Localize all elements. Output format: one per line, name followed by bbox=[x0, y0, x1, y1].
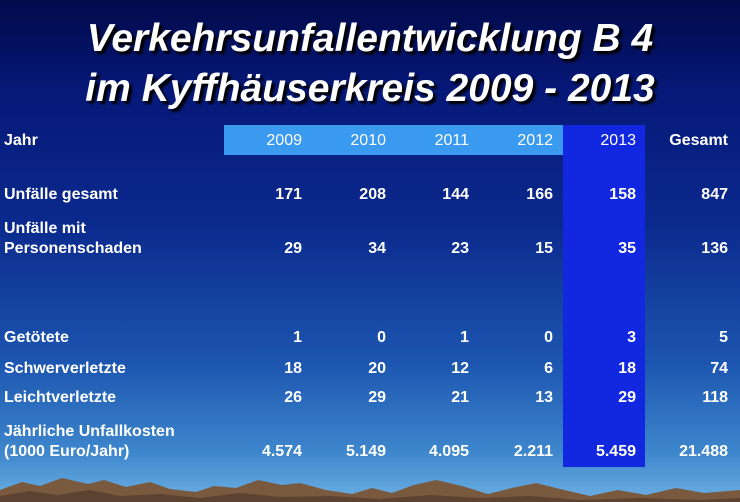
table-cell: 20 bbox=[368, 360, 386, 377]
table-cell: 4.574 bbox=[261, 443, 302, 460]
table-cell-total: 74 bbox=[710, 360, 728, 377]
table-cell: 6 bbox=[544, 360, 553, 377]
table-cell-total: 5 bbox=[719, 329, 728, 346]
table-cell: 18 bbox=[284, 360, 302, 377]
table-cell: 4.095 bbox=[428, 443, 469, 460]
table-cell: 3 bbox=[627, 329, 636, 346]
year-2013-highlight-column bbox=[563, 125, 645, 467]
mountain-silhouette bbox=[0, 478, 740, 502]
row-label: Getötete bbox=[4, 329, 69, 346]
year-header-band bbox=[224, 125, 563, 155]
table-cell-total: 21.488 bbox=[679, 443, 728, 460]
row-label: Jährliche Unfallkosten bbox=[4, 423, 175, 440]
table-cell: 171 bbox=[275, 186, 302, 203]
row-label: Unfälle gesamt bbox=[4, 186, 118, 203]
table-cell: 158 bbox=[609, 186, 636, 203]
row-label: (1000 Euro/Jahr) bbox=[4, 443, 130, 460]
table-cell: 5.459 bbox=[595, 443, 636, 460]
table-cell: 1 bbox=[460, 329, 469, 346]
slide-title-line-2: im Kyffhäuserkreis 2009 - 2013 bbox=[85, 67, 655, 110]
table-cell: 0 bbox=[544, 329, 553, 346]
table-cell: 29 bbox=[284, 240, 302, 257]
table-cell-total: 136 bbox=[701, 240, 728, 257]
column-header-year: 2009 bbox=[266, 132, 302, 149]
table-cell: 144 bbox=[442, 186, 469, 203]
table-cell: 23 bbox=[451, 240, 469, 257]
table-cell: 35 bbox=[618, 240, 636, 257]
table-cell: 5.149 bbox=[345, 443, 386, 460]
table-cell: 34 bbox=[368, 240, 386, 257]
table-cell-total: 847 bbox=[701, 186, 728, 203]
column-header-jahr: Jahr bbox=[4, 132, 38, 149]
table-cell: 166 bbox=[526, 186, 553, 203]
table-cell: 21 bbox=[451, 389, 469, 406]
table-cell: 29 bbox=[368, 389, 386, 406]
row-label: Leichtverletzte bbox=[4, 389, 117, 406]
row-label: Unfälle mit bbox=[4, 220, 86, 237]
column-header-year: 2011 bbox=[434, 132, 469, 149]
column-header-year: 2010 bbox=[350, 132, 386, 149]
table-cell: 2.211 bbox=[513, 443, 553, 460]
table-cell: 18 bbox=[618, 360, 636, 377]
slide-title-line-1: Verkehrsunfallentwicklung B 4 bbox=[86, 17, 654, 60]
column-header-year: 2013 bbox=[600, 132, 636, 149]
table-cell: 12 bbox=[451, 360, 469, 377]
table-cell: 13 bbox=[535, 389, 553, 406]
table-cell: 26 bbox=[284, 389, 302, 406]
table-cell: 29 bbox=[618, 389, 636, 406]
table-cell: 15 bbox=[535, 240, 553, 257]
table-cell-total: 118 bbox=[702, 389, 728, 406]
column-header-year: 2012 bbox=[517, 132, 553, 149]
table-cell: 1 bbox=[293, 329, 302, 346]
table-cell: 208 bbox=[359, 186, 386, 203]
row-label: Personenschaden bbox=[4, 240, 142, 257]
table-cell: 0 bbox=[377, 329, 386, 346]
column-header-gesamt: Gesamt bbox=[669, 132, 728, 149]
row-label: Schwerverletzte bbox=[4, 360, 126, 377]
